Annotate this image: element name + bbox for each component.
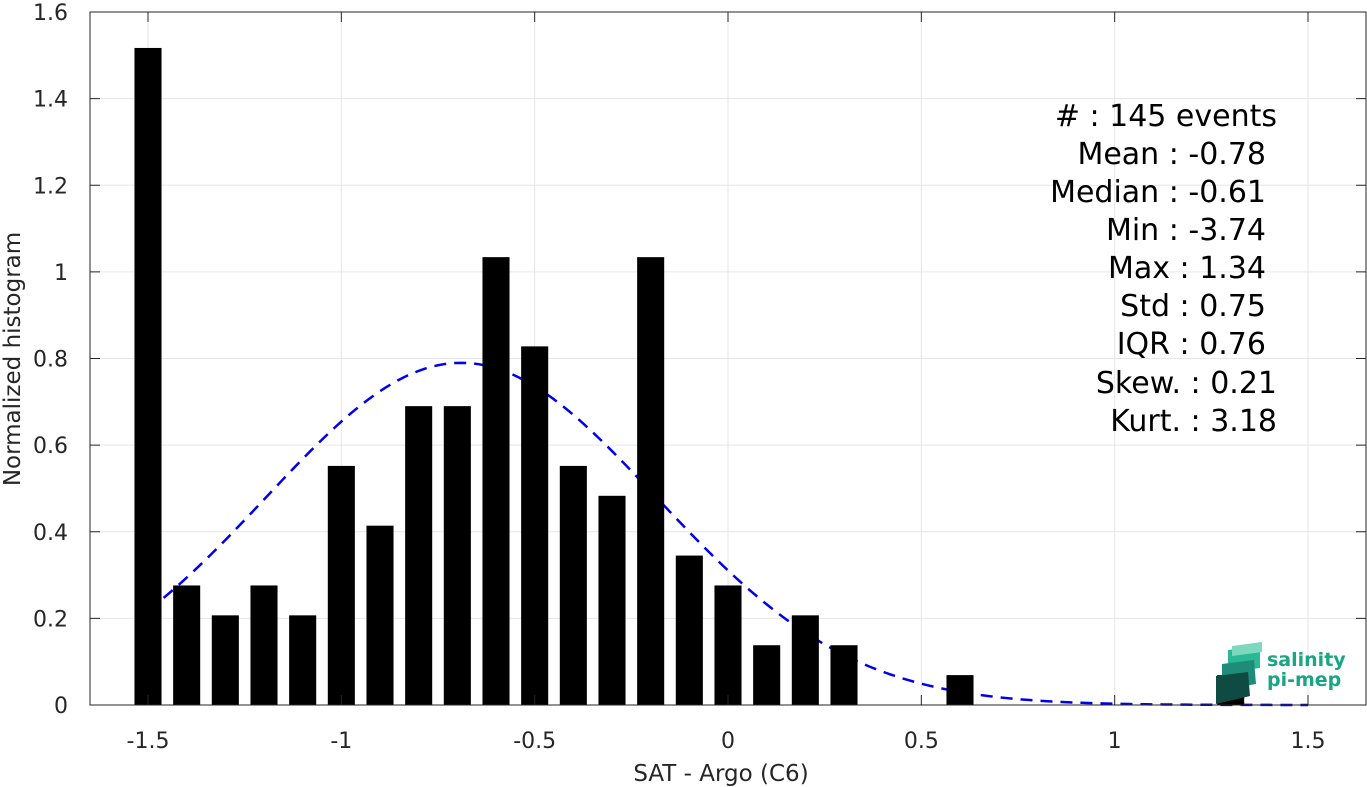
histogram-bar: [289, 615, 317, 705]
salinity-pi-mep-logo: salinity pi-mep: [1216, 642, 1346, 704]
histogram-bar: [714, 585, 742, 705]
x-tick-label: 1.5: [1291, 729, 1326, 754]
x-tick-labels: -1.5 -1 -0.5 0 0.5 1 1.5: [127, 729, 1326, 754]
histogram-bar: [946, 675, 974, 705]
x-tick-label: 0: [721, 729, 735, 754]
histogram-bar: [753, 645, 781, 705]
histogram-bar: [443, 406, 471, 705]
stat-median: Median : -0.61: [1050, 175, 1266, 210]
gaussian-fit-curve: [147, 361, 1308, 707]
y-tick-label: 0: [54, 694, 68, 719]
histogram-bar: [173, 585, 201, 705]
histogram-bar: [791, 615, 819, 705]
stat-mean: Mean : -0.78: [1077, 137, 1266, 172]
x-tick-label: -0.5: [513, 729, 556, 754]
y-tick-label: 0.4: [33, 521, 68, 546]
histogram-bar: [482, 257, 510, 705]
logo-line-1: salinity: [1267, 649, 1346, 671]
histogram-bar: [327, 465, 355, 705]
histogram-bar: [366, 525, 394, 705]
y-tick-label: 0.8: [33, 348, 68, 373]
y-tick-label: 1.2: [33, 174, 68, 199]
stat-min: Min : -3.74: [1106, 213, 1266, 248]
histogram-bar: [559, 465, 587, 705]
axis-ticks: [90, 11, 1366, 706]
stat-std: Std : 0.75: [1120, 289, 1266, 324]
stat-max: Max : 1.34: [1108, 251, 1266, 286]
stat-kurt: Kurt. : 3.18: [1110, 404, 1277, 439]
histogram-bars: [134, 47, 1245, 705]
histogram-bar: [405, 406, 433, 705]
y-tick-label: 0.2: [33, 607, 68, 632]
histogram-bar: [211, 615, 239, 705]
x-axis-label: SAT - Argo (C6): [633, 761, 808, 787]
stats-box: # : 145 events Mean : -0.78 Median : -0.…: [1050, 99, 1277, 439]
y-tick-label: 1: [54, 261, 68, 286]
stat-count: # : 145 events: [1055, 99, 1277, 134]
x-tick-label: 0.5: [904, 729, 939, 754]
y-tick-label: 1.6: [33, 1, 68, 26]
y-tick-label: 0.6: [33, 434, 68, 459]
fit-curve-layer: [147, 361, 1308, 707]
x-tick-label: 1: [1108, 729, 1122, 754]
y-tick-labels: 0 0.2 0.4 0.6 0.8 1 1.2 1.4 1.6: [33, 1, 68, 719]
stat-iqr: IQR : 0.76: [1117, 327, 1266, 362]
stat-skew: Skew. : 0.21: [1096, 366, 1277, 401]
histogram-bar: [637, 257, 665, 705]
y-tick-label: 1.4: [33, 88, 68, 113]
histogram-bar: [830, 645, 858, 705]
grid-lines: [90, 11, 1366, 706]
histogram-bar: [521, 346, 549, 705]
histogram-bar: [598, 495, 626, 705]
logo-line-2: pi-mep: [1267, 669, 1341, 691]
x-tick-label: -1: [330, 729, 352, 754]
salinity-wave-icon: [1216, 642, 1262, 704]
y-axis-label: Normalized histogram: [0, 232, 26, 486]
histogram-bar: [250, 585, 278, 705]
histogram-bar: [134, 47, 162, 705]
x-tick-label: -1.5: [127, 729, 170, 754]
histogram-bar: [675, 555, 703, 705]
